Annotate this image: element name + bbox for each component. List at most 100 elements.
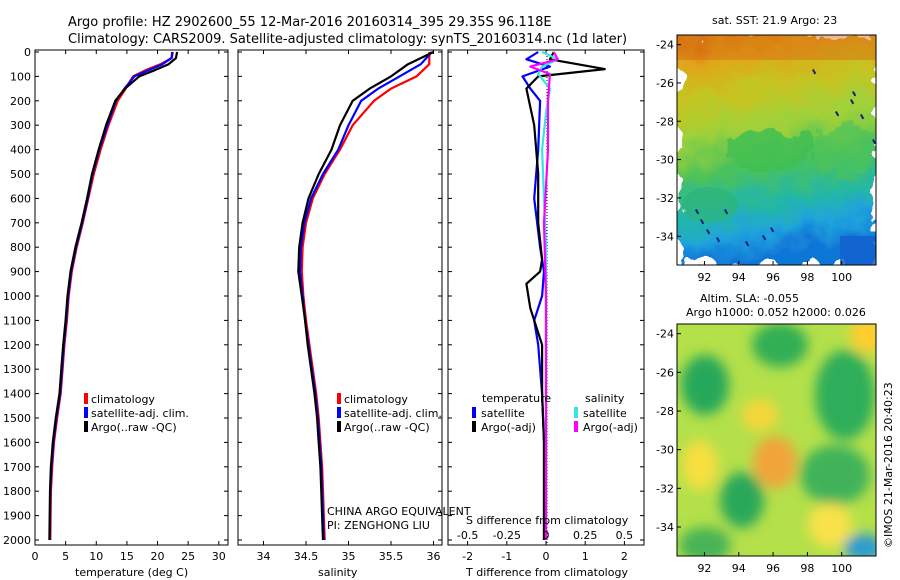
sst-heatmap [677,35,876,265]
sst-map-ticks: 92 94 96 98 100 -24 -26 -28 -30 -32 -34 [656,39,852,284]
depth-tick-label: 1300 [3,363,31,376]
sst-map-title: sat. SST: 21.9 Argo: 23 [712,14,837,27]
depth-tick-label: 1600 [3,436,31,449]
depth-tick-label: 1500 [3,412,31,425]
sla-map-ticks: 92 94 96 98 100 -24 -26 -28 -30 -32 -34 [656,328,852,575]
lon-tick-label: 100 [831,271,852,284]
temperature-panel: 0100200300400500600700800900100011001200… [3,46,229,579]
sst-cool-patch [682,187,738,223]
legend-swatch-t-argo [472,421,476,432]
x-tick-label: 35 [342,550,356,563]
sla-low-blob [844,534,876,556]
legend-swatch-t-satellite [472,407,476,418]
lon-tick-label: 98 [800,271,814,284]
cloud-speck [716,237,721,243]
lon-tick-label: 92 [697,271,711,284]
depth-tick-label: 1100 [3,314,31,327]
sla-map-panel: Altim. SLA: -0.055 Argo h1000: 0.052 h20… [656,292,877,575]
x-tick-label: 1 [582,550,589,563]
sla-low-blob [752,324,808,367]
series-line-s-argo-adj- [529,51,559,540]
lat-tick-label: -26 [656,77,674,90]
x-tick-label: 10 [89,550,103,563]
sla-map-frame [676,323,877,557]
x-tick-label: 15 [120,550,134,563]
salinity-panel: 34 34.5 35 35.5 36 salinity climatology sate… [237,49,471,579]
legend-swatch-climatology [337,393,341,404]
pi-annotation: PI: ZENGHONG LIU [327,519,430,532]
depth-tick-label: 1400 [3,388,31,401]
difference-profile-lines [521,51,606,540]
s-difference-label: S difference from climatology [466,514,629,527]
cloud-speck [695,209,700,215]
s-tick-label: 0.25 [573,529,598,542]
legend-swatch-s-satellite [574,407,578,418]
depth-tick-label: 300 [10,119,31,132]
lat-tick-label: -30 [656,154,674,167]
depth-tick-label: 900 [10,266,31,279]
legend-label-satellite: satellite-adj. clim. [344,407,442,420]
lat-tick-label: -32 [656,482,674,495]
title-line-1: Argo profile: HZ 2902600_55 12-Mar-2016 … [68,15,552,30]
legend-title-temperature: temperature [482,392,551,405]
lat-tick-label: -32 [656,192,674,205]
sst-cloud-specks [695,69,876,247]
s-tick-label: -0.5 [457,529,478,542]
lon-tick-label: 100 [831,562,852,575]
legend-swatch-satellite [337,407,341,418]
x-tick-label: 36 [427,550,441,563]
sla-low-blob [679,527,731,556]
legend-swatch-climatology [84,393,88,404]
depth-tick-label: 1200 [3,339,31,352]
legend-swatch-argo [84,421,88,432]
lon-tick-label: 94 [732,562,746,575]
x-tick-label: 30 [212,550,226,563]
lat-tick-label: -34 [656,230,674,243]
x-tick-label: -2 [462,550,473,563]
difference-depth-ticks [448,51,644,541]
cloud-speck [850,99,855,105]
series-line-argo-raw-qc- [48,51,179,541]
lat-tick-label: -28 [656,115,674,128]
lon-tick-label: 96 [766,271,780,284]
cloud-speck [762,234,767,241]
sla-map-title-2: Argo h1000: 0.052 h2000: 0.026 [686,306,866,319]
sla-low-blob [800,445,870,505]
sla-high-blob [753,436,797,488]
legend-title-salinity: salinity [585,392,625,405]
difference-x-axis: -2 -1 0 1 2 [462,50,628,563]
s-difference-tick-labels: -0.5 -0.25 0 0.25 0.5 [457,529,633,542]
temperature-profile-lines [48,51,179,541]
temperature-legend: climatology satellite-adj. clim. Argo(..… [84,393,189,434]
lat-tick-label: -28 [656,405,674,418]
title-line-2: Climatology: CARS2009. Satellite-adjuste… [68,32,627,47]
sla-high-blob [850,324,876,353]
cloud-speck [770,227,775,233]
lon-tick-label: 98 [800,562,814,575]
salinity-axes-frame [237,49,443,546]
cloud-speck [872,139,876,145]
legend-label-argo: Argo(..raw -QC) [344,421,430,434]
sla-blobs [679,324,876,556]
sla-map-title-1: Altim. SLA: -0.055 [700,292,799,305]
legend-swatch-argo [337,421,341,432]
x-tick-label: 20 [151,550,165,563]
sla-low-blob [815,350,875,440]
depth-tick-label: 500 [10,168,31,181]
salinity-x-axis: 34 34.5 35 35.5 36 [257,50,441,563]
x-tick-label: 5 [62,550,69,563]
lon-tick-label: 94 [732,271,746,284]
imos-timestamp: ©IMOS 21-Mar-2016 20:40:23 [882,382,895,548]
sst-warm-band [677,35,876,60]
salinity-legend: climatology satellite-adj. clim. Argo(..… [337,393,442,434]
legend-label-climatology: climatology [91,393,155,406]
legend-label-t-argo: Argo(-adj) [481,421,536,434]
depth-tick-label: 1900 [3,510,31,523]
depth-tick-label: 200 [10,95,31,108]
s-tick-label: 0.5 [616,529,634,542]
depth-tick-label: 1000 [3,290,31,303]
legend-label-s-argo: Argo(-adj) [583,421,638,434]
temperature-xlabel: temperature (deg C) [75,566,188,579]
sst-green-patch [725,128,815,172]
